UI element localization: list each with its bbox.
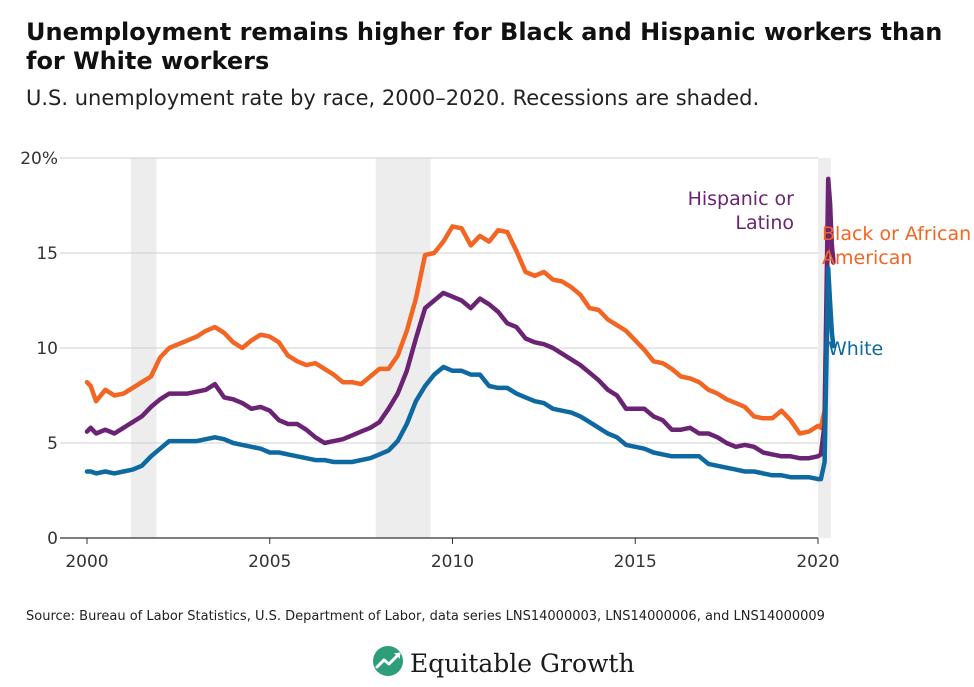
series-label-hispanic-or-latino: Hispanic or Latino	[688, 188, 795, 234]
brand-name: Equitable Growth	[410, 648, 635, 678]
series-label-black-or-african-american: Black or African American	[822, 223, 971, 269]
y-tick-label: 15	[36, 244, 58, 264]
series-line-white	[84, 265, 836, 482]
source-note: Source: Bureau of Labor Statistics, U.S.…	[26, 609, 825, 624]
y-axis-tick-labels: 0 5 10 15 20%	[20, 149, 58, 549]
x-tick-label: 2020	[796, 552, 839, 572]
y-tick-label: 10	[36, 339, 58, 359]
x-tick-label: 2000	[65, 552, 108, 572]
y-tick-label: 5	[47, 434, 58, 454]
x-axis-tick-labels: 2000 2005 2010 2015 2020	[65, 538, 840, 572]
line-chart: 0 5 10 15 20% 2000 2005 2010 2015 2020 Black or …	[20, 149, 972, 572]
series-line-black-or-african-american	[84, 216, 836, 436]
gridlines	[60, 157, 818, 539]
series-label-white: White	[828, 338, 883, 360]
chart-title: Unemployment remains higher for Black an…	[26, 18, 943, 75]
series-line-hispanic-or-latino	[84, 176, 836, 461]
y-tick-label: 20%	[20, 149, 58, 169]
growth-chart-logo-icon	[372, 645, 404, 681]
x-tick-label: 2005	[248, 552, 291, 572]
chart-subtitle: U.S. unemployment rate by race, 2000–202…	[26, 86, 760, 110]
brand-footer[interactable]: Equitable Growth	[372, 645, 635, 681]
series-labels: Black or African American Hispanic or Latin…	[688, 188, 972, 360]
y-tick-label: 0	[47, 529, 58, 549]
x-tick-label: 2015	[614, 552, 657, 572]
series-lines	[84, 176, 836, 482]
x-tick-label: 2010	[431, 552, 474, 572]
